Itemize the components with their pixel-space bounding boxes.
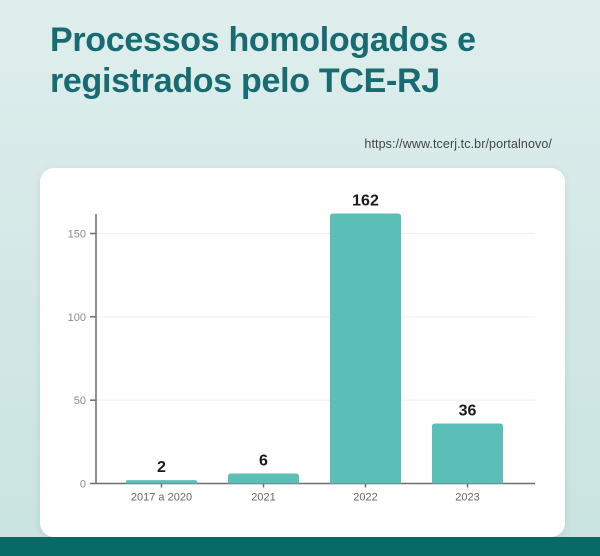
bar: [126, 480, 197, 484]
bar-value-label: 6: [259, 453, 268, 470]
x-category-label: 2017 a 2020: [131, 492, 192, 504]
bar-value-label: 162: [352, 193, 379, 210]
x-category-label: 2023: [455, 492, 479, 504]
source-url: https://www.tcerj.tc.br/portalnovo/: [364, 137, 552, 151]
bar-value-label: 2: [157, 459, 166, 476]
bar: [330, 213, 401, 484]
x-category-label: 2022: [353, 492, 377, 504]
y-tick-label: 0: [80, 479, 86, 491]
y-tick-label: 150: [68, 229, 86, 241]
bar: [228, 473, 299, 484]
x-category-label: 2021: [251, 492, 275, 504]
y-tick-label: 100: [68, 312, 86, 324]
chart-card: 0 50 100 150 2 2017 a 2020 6 2021 162 2022 36 2023: [40, 168, 565, 537]
footer-bar: [0, 537, 600, 556]
bar: [432, 423, 503, 484]
y-tick-label: 50: [74, 395, 86, 407]
bar-value-label: 36: [459, 403, 477, 420]
bar-chart: 0 50 100 150 2 2017 a 2020 6 2021 162 2022 36 2023: [68, 193, 535, 504]
page-title: Processos homologados e registrados pelo…: [50, 21, 476, 101]
